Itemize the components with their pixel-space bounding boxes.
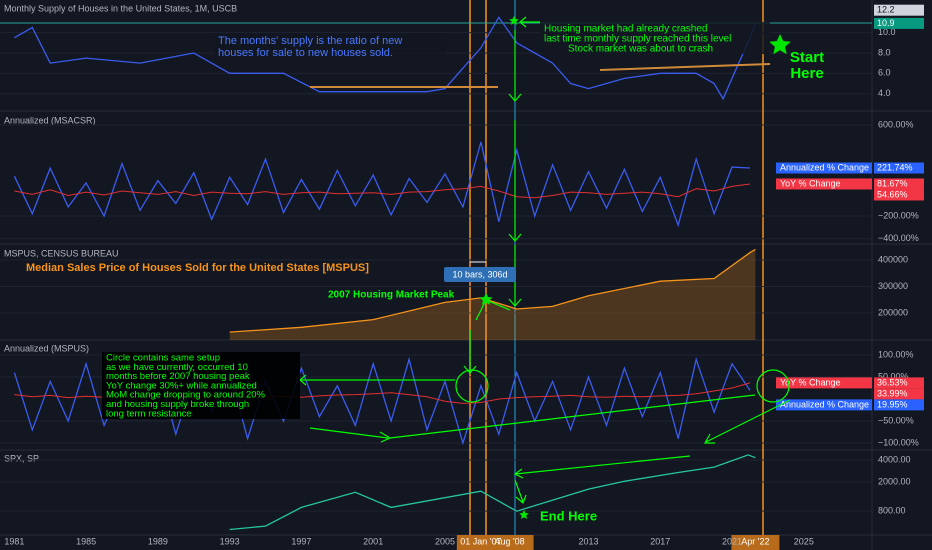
badge-name: YoY % Change	[780, 377, 841, 387]
price-badge	[874, 17, 924, 29]
y-tick-label: 10.0	[878, 27, 896, 37]
price-badge	[874, 377, 924, 389]
price-badge	[874, 399, 924, 411]
time-highlight	[485, 535, 534, 550]
annotation: End Here	[540, 508, 597, 523]
pane-subtitle: Median Sales Price of Houses Sold for th…	[26, 262, 369, 274]
y-tick-label: −200.00%	[878, 210, 919, 220]
y-tick-label: 8.0	[878, 47, 891, 57]
x-tick-label: 2013	[578, 536, 598, 546]
x-tick-label: 2001	[363, 536, 383, 546]
series-line	[229, 248, 756, 333]
x-tick-label: 2021	[722, 536, 742, 546]
badge-name: YoY % Change	[780, 178, 841, 188]
price-badge-label: 33.99%	[877, 388, 908, 398]
annotation: The months' supply is the ratio of new	[218, 35, 402, 47]
measure-label: 10 bars, 306d	[452, 269, 507, 279]
annotation: MoM change dropping to around 20%	[106, 390, 266, 401]
badge-name: Annualized % Change	[780, 399, 869, 409]
price-badge-label: 81.67%	[877, 178, 908, 188]
y-tick-label: 6.0	[878, 68, 891, 78]
pane-title: Annualized (MSPUS)	[4, 343, 89, 353]
price-badge-label: 10.9	[877, 18, 895, 28]
annotation: months before 2007 housing peak	[106, 371, 250, 382]
series-line	[13, 141, 751, 228]
y-tick-label: 4.0	[878, 88, 891, 98]
price-badge-label: 36.53%	[877, 377, 908, 387]
y-tick-label: 2000.00	[878, 476, 911, 486]
series-line	[229, 454, 756, 531]
y-tick-label: 400000	[878, 254, 908, 264]
price-badge	[874, 4, 924, 16]
price-badge-label: 221.74%	[877, 162, 913, 172]
x-tick-label: 2025	[794, 536, 814, 546]
y-tick-label: 200000	[878, 307, 908, 317]
annotation: Start	[790, 49, 824, 66]
annotation: Housing market had already crashed	[544, 24, 707, 35]
time-highlight-label: Aug '08	[494, 536, 524, 546]
y-tick-label: 100.00%	[878, 349, 914, 359]
y-tick-label: 50.00%	[878, 371, 909, 381]
series-line	[14, 183, 751, 199]
annotation: Circle contains same setup	[106, 353, 220, 364]
badge-name: Annualized % Change	[780, 162, 869, 172]
pane-title: Monthly Supply of Houses in the United S…	[4, 3, 237, 13]
price-badge	[874, 388, 924, 400]
price-badge-label: 54.66%	[877, 189, 908, 199]
annotation: last time monthly supply reached this le…	[544, 34, 731, 45]
annotations: The months' supply is the ratio of new h…	[26, 22, 824, 523]
x-tick-label: 1981	[4, 536, 24, 546]
price-badge-label: 19.95%	[877, 399, 908, 409]
annotation: as we have currently, occurred 10	[106, 362, 248, 373]
y-tick-label: 600.00%	[878, 119, 914, 129]
price-badge	[874, 189, 924, 201]
annotation: YoY change 30%+ while annualized	[106, 380, 257, 391]
pane-title: SPX, SP	[4, 453, 39, 463]
annotation: long term resistance	[106, 408, 192, 419]
price-badge	[874, 162, 924, 174]
x-tick-label: 1997	[291, 536, 311, 546]
badge-name-box	[776, 178, 872, 190]
y-tick-label: −50.00%	[878, 415, 914, 425]
time-highlight-label: Apr '22	[741, 536, 769, 546]
annotation: houses for sale to new houses sold.	[218, 47, 393, 59]
annotation: 2007 Housing Market Peak	[328, 290, 455, 301]
time-highlight-label: 01 Jan '07	[460, 536, 501, 546]
x-tick-label: 1993	[220, 536, 240, 546]
pane-title: MSPUS, CENSUS BUREAU	[4, 248, 119, 258]
y-tick-label: 800.00	[878, 506, 906, 516]
y-tick-label: −400.00%	[878, 233, 919, 243]
x-tick-label: 1985	[76, 536, 96, 546]
y-tick-label: −100.00%	[878, 437, 919, 447]
x-tick-label: 2017	[650, 536, 670, 546]
drawings	[299, 16, 791, 519]
badge-name-box	[776, 162, 872, 174]
annotation: Stock market was about to crash	[568, 44, 713, 55]
badge-name-box	[776, 399, 872, 411]
annotation: Here	[790, 65, 823, 82]
y-tick-label: 300000	[878, 281, 908, 291]
area	[229, 249, 756, 340]
time-highlight	[731, 535, 780, 550]
annotation: and housing supply broke through	[106, 399, 249, 410]
x-tick-label: 2005	[435, 536, 455, 546]
series-line	[14, 16, 757, 101]
price-badge	[874, 178, 924, 190]
x-tick-label: 1989	[148, 536, 168, 546]
pane-title: Annualized (MSACSR)	[4, 115, 96, 125]
y-tick-label: 4000.00	[878, 454, 911, 464]
price-badge-label: 12.2	[877, 5, 895, 15]
badge-name-box	[776, 377, 872, 389]
